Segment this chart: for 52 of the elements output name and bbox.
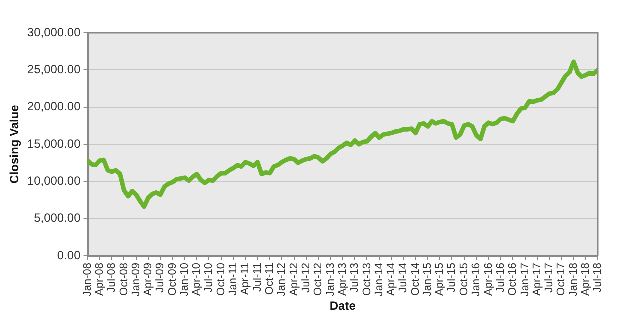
x-tick-label: Jul-11 (252, 262, 264, 292)
x-tick-label: Oct-17 (556, 262, 568, 296)
y-tick-label: 10,000.00 (27, 174, 82, 188)
y-tick-label: 20,000.00 (27, 100, 82, 114)
x-tick-label: Apr-16 (482, 262, 495, 296)
x-tick-label: Jul-14 (398, 262, 410, 293)
x-tick-label: Apr-14 (385, 262, 398, 296)
x-tick-label: Apr-18 (580, 262, 592, 296)
x-tick-label: Jul-12 (300, 262, 312, 293)
x-tick-label: Oct-16 (507, 262, 520, 296)
x-tick-label: Jan-18 (568, 262, 580, 297)
x-tick-label: Oct-13 (361, 262, 374, 296)
x-tick-label: Jan-13 (324, 262, 337, 297)
x-tick-label: Oct-15 (458, 262, 470, 296)
x-tick-label: Jul-18 (592, 262, 604, 293)
x-tick-label: Apr-12 (288, 262, 300, 296)
x-axis-title: Date (330, 299, 356, 314)
x-tick-label: Jan-14 (374, 262, 386, 297)
x-tick-label: Apr-11 (240, 262, 252, 296)
x-tick-label: Jan-10 (179, 262, 192, 297)
x-tick-label: Apr-13 (336, 262, 349, 296)
y-tick-label: 25,000.00 (27, 62, 82, 76)
x-tick-label: Apr-10 (191, 262, 204, 296)
x-tick-label: Jul-13 (349, 262, 362, 293)
y-tick-label: 30,000.00 (27, 25, 82, 40)
x-tick-label: Apr-08 (94, 262, 106, 296)
y-tick-label: 5,000.00 (34, 211, 82, 226)
y-tick-label: 0.00 (57, 248, 82, 262)
x-tick-label: Jul-10 (203, 262, 216, 293)
x-tick-label: Apr-17 (531, 262, 544, 296)
x-tick-label: Jul-16 (494, 262, 507, 293)
x-tick-label: Jul-08 (106, 262, 118, 293)
x-tick-label: Oct-11 (264, 262, 276, 296)
x-tick-label: Oct-14 (410, 262, 422, 296)
x-tick-label: Oct-09 (166, 262, 179, 296)
x-tick-label: Oct-10 (215, 262, 228, 296)
x-tick-label: Oct-12 (312, 262, 325, 296)
x-tick-label: Jul-09 (154, 262, 167, 293)
y-axis-title: Closing Value (8, 104, 22, 184)
x-tick-label: Jul-17 (543, 262, 556, 293)
x-tick-label: Jan-08 (82, 262, 94, 297)
x-tick-label: Apr-15 (434, 262, 446, 296)
x-tick-label: Jul-15 (446, 262, 458, 293)
x-tick-label: Oct-08 (118, 262, 130, 296)
x-tick-label: Jan-17 (519, 262, 532, 297)
x-tick-label: Jan-09 (130, 262, 143, 297)
x-tick-label: Apr-09 (142, 262, 154, 296)
x-tick-label: Jan-11 (228, 262, 240, 296)
x-tick-label: Jan-15 (422, 262, 434, 297)
x-tick-label: Jan-12 (276, 262, 288, 297)
y-tick-label: 15,000.00 (27, 136, 82, 151)
x-tick-label: Jan-16 (470, 262, 483, 297)
